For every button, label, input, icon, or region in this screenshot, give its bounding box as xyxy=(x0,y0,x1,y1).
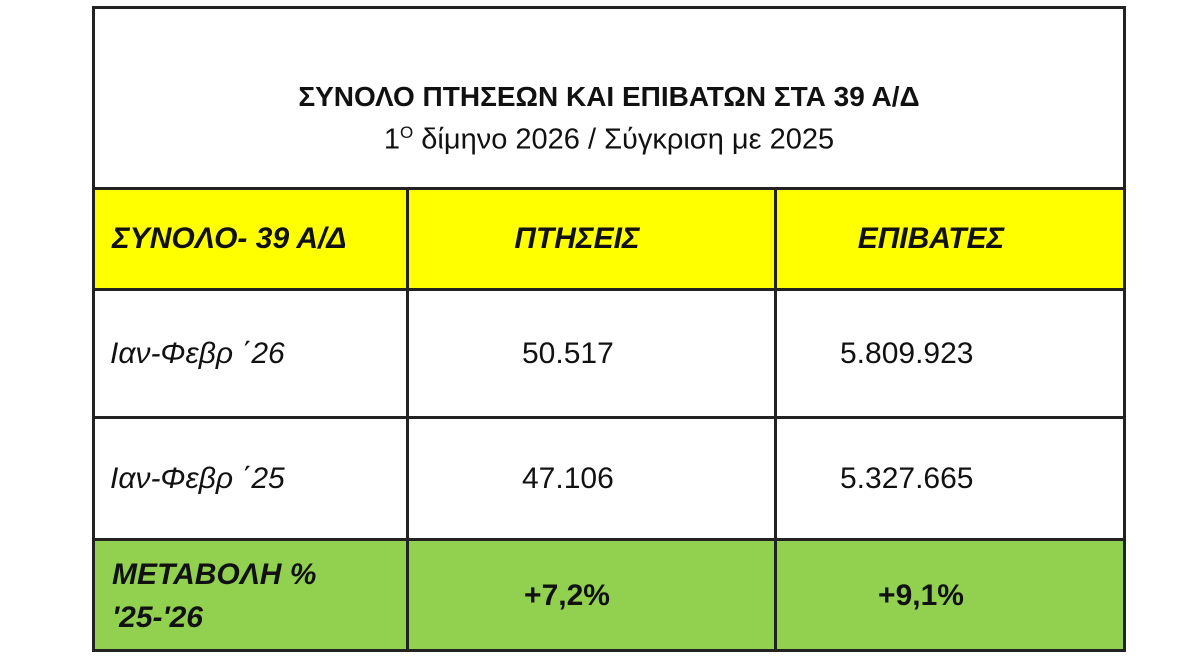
flights-value: 50.517 xyxy=(522,337,614,370)
flights-change: +7,2% xyxy=(524,579,610,612)
flights-value: 47.106 xyxy=(522,462,614,495)
row-label: Ιαν-Φεβρ ΄26 xyxy=(110,337,285,370)
row-border xyxy=(92,538,1126,541)
table-frame xyxy=(92,6,1126,652)
header-bg xyxy=(92,188,1126,290)
header-cell: ΕΠΙΒΑΤΕΣ xyxy=(857,222,1005,255)
subtitle-superscript: Ο xyxy=(400,122,414,142)
passengers-value: 5.809.923 xyxy=(840,337,974,370)
col-border xyxy=(774,188,777,652)
subtitle-number: 1 xyxy=(383,123,401,156)
change-label: ΜΕΤΑΒΟΛΗ % '25-'26 xyxy=(112,557,317,635)
subtitle-text: δίμηνο 2026 / Σύγκριση με 2025 xyxy=(421,123,835,156)
header-cell: ΣΥΝΟΛΟ- 39 Α/Δ xyxy=(112,222,347,255)
title: ΣΥΝΟΛΟ ΠΤΗΣΕΩΝ ΚΑΙ ΕΠΙΒΑΤΩΝ ΣΤΑ 39 Α/Δ xyxy=(298,80,920,112)
row-border xyxy=(92,416,1126,419)
subtitle: 1Ο δίμηνο 2026 / Σύγκριση με 2025 xyxy=(384,123,834,157)
header-cell: ΠΤΗΣΕΙΣ xyxy=(514,222,640,255)
col-border xyxy=(406,188,409,652)
change-label-wrap: ΜΕΤΑΒΟΛΗ % '25-'26 xyxy=(92,540,408,652)
passengers-change: +9,1% xyxy=(878,579,964,612)
row-label: Ιαν-Φεβρ ΄25 xyxy=(110,462,285,495)
change-bg xyxy=(92,540,1126,652)
passengers-value: 5.327.665 xyxy=(840,462,974,495)
row-border xyxy=(92,288,1126,291)
title-area: ΣΥΝΟΛΟ ΠΤΗΣΕΩΝ ΚΑΙ ΕΠΙΒΑΤΩΝ ΣΤΑ 39 Α/Δ 1… xyxy=(92,6,1126,190)
